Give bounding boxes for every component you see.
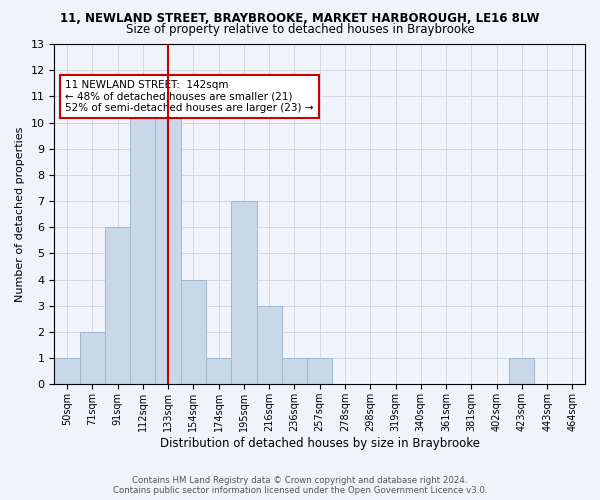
Text: 11 NEWLAND STREET:  142sqm
← 48% of detached houses are smaller (21)
52% of semi: 11 NEWLAND STREET: 142sqm ← 48% of detac… <box>65 80 314 113</box>
Bar <box>80 332 105 384</box>
Bar <box>105 227 130 384</box>
X-axis label: Distribution of detached houses by size in Braybrooke: Distribution of detached houses by size … <box>160 437 480 450</box>
Text: Size of property relative to detached houses in Braybrooke: Size of property relative to detached ho… <box>125 22 475 36</box>
Text: Contains HM Land Registry data © Crown copyright and database right 2024.
Contai: Contains HM Land Registry data © Crown c… <box>113 476 487 495</box>
Bar <box>55 358 80 384</box>
Bar <box>130 96 155 385</box>
Bar <box>509 358 535 384</box>
Bar <box>307 358 332 384</box>
Bar <box>181 280 206 384</box>
Text: 11, NEWLAND STREET, BRAYBROOKE, MARKET HARBOROUGH, LE16 8LW: 11, NEWLAND STREET, BRAYBROOKE, MARKET H… <box>60 12 540 26</box>
Bar <box>231 201 257 384</box>
Bar <box>155 96 181 385</box>
Bar <box>206 358 231 384</box>
Bar <box>282 358 307 384</box>
Bar <box>257 306 282 384</box>
Y-axis label: Number of detached properties: Number of detached properties <box>15 126 25 302</box>
